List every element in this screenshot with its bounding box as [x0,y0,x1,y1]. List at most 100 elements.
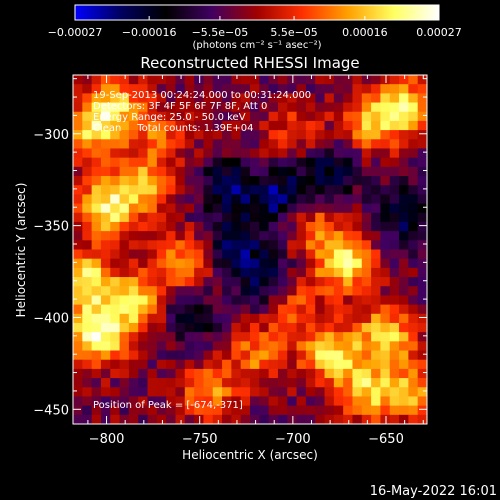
image-cell [100,414,111,424]
image-cell [156,304,167,315]
image-cell [371,185,382,195]
image-cell [156,203,167,214]
image-cell [110,93,121,104]
image-cell [110,166,121,177]
image-cell [231,194,242,205]
image-cell [408,359,419,370]
image-cell [296,139,307,150]
image-cell [91,93,102,104]
image-cell [380,332,391,342]
image-cell [399,203,409,214]
image-cell [380,387,391,398]
image-cell [119,93,130,104]
image-cell [222,277,232,287]
colorbar [74,4,440,21]
image-cell [166,249,177,260]
image-cell [417,84,427,94]
image-cell [315,350,326,361]
image-cell [361,267,372,278]
image-cell [305,102,316,113]
image-cell [128,75,139,85]
image-cell [91,378,102,388]
image-cell [231,75,242,85]
image-cell [240,148,251,159]
image-cell [259,332,270,342]
image-cell [408,378,419,388]
image-cell [296,378,307,388]
image-cell [184,359,195,370]
image-cell [100,249,111,260]
image-cell [147,203,158,214]
image-cell [324,368,335,379]
image-cell [296,212,307,223]
image-cell [203,176,214,186]
image-cell [82,176,93,186]
image-cell [147,93,158,104]
image-cell [119,405,130,416]
image-cell [315,93,326,104]
image-cell [259,194,270,205]
image-cell [417,295,427,306]
image-cell [184,286,195,297]
image-cell [399,277,409,287]
image-cell [231,350,242,361]
image-cell [250,139,260,150]
image-cell [380,231,391,241]
image-cell [250,322,260,333]
image-cell [399,387,409,398]
image-cell [166,111,177,122]
image-cell [352,185,363,195]
image-cell [343,414,354,424]
image-cell [399,378,409,388]
image-cell [296,359,307,370]
image-cell [343,203,354,214]
image-cell [371,249,382,260]
image-cell [91,111,102,122]
image-cell [203,84,214,94]
image-cell [268,176,279,186]
image-cell [240,102,251,113]
image-cell [110,258,121,269]
image-cell [203,203,214,214]
image-cell [352,231,363,241]
image-cell [296,286,307,297]
image-cell [119,139,130,150]
image-cell [417,368,427,379]
image-cell [399,359,409,370]
image-cell [408,405,419,416]
image-cell [380,93,391,104]
image-cell [212,313,223,324]
image-cell [194,185,205,195]
image-cell [73,258,83,269]
image-cell [138,130,149,140]
image-cell [240,157,251,168]
image-cell [343,148,354,159]
image-cell [138,157,149,168]
image-cell [184,322,195,333]
image-cell [296,203,307,214]
image-cell [324,111,335,122]
image-cell [175,139,186,150]
image-cell [389,240,400,251]
image-cell [212,231,223,241]
image-cell [175,176,186,186]
image-cell [389,258,400,269]
image-cell [399,368,409,379]
image-cell [91,295,102,306]
image-cell [324,414,335,424]
image-cell [361,322,372,333]
image-cell [212,212,223,223]
image-cell [100,387,111,398]
image-cell [166,368,177,379]
image-cell [259,414,270,424]
image-cell [128,157,139,168]
image-cell [259,139,270,150]
image-cell [324,396,335,407]
image-cell [287,139,298,150]
image-cell [231,120,242,131]
image-cell [212,139,223,150]
image-cell [380,176,391,186]
annotation-energy-range: Energy Range: 25.0 - 50.0 keV [93,112,246,123]
image-cell [156,359,167,370]
image-cell [100,176,111,186]
